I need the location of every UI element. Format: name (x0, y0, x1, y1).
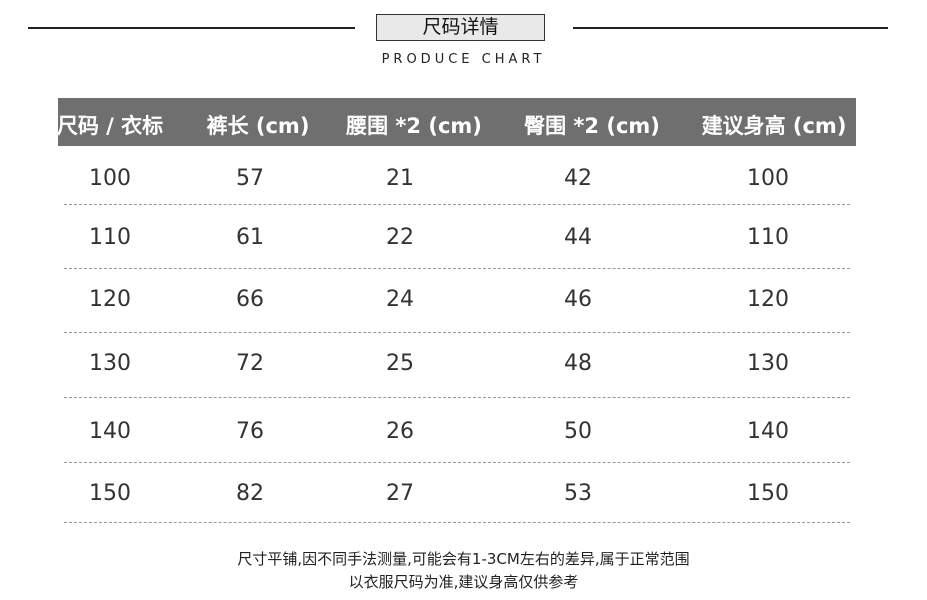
row-divider (64, 204, 850, 205)
table-cell: 26 (386, 419, 414, 444)
table-cell: 130 (89, 351, 131, 376)
table-cell: 25 (386, 351, 414, 376)
note-line-2: 以衣服尺码为准,建议身高仅供参考 (348, 573, 579, 591)
table-row: 130 72 25 48 130 (0, 351, 927, 381)
table-cell: 76 (236, 419, 264, 444)
row-divider (64, 332, 850, 333)
table-cell: 22 (386, 225, 414, 250)
title-divider-right (573, 27, 888, 29)
column-header: 尺码 / 衣标 (56, 114, 164, 138)
table-cell: 21 (386, 166, 414, 191)
row-divider (64, 462, 850, 463)
table-cell: 66 (236, 287, 264, 312)
table-cell: 46 (564, 287, 592, 312)
page-subtitle: PRODUCE CHART (381, 52, 546, 67)
table-row: 110 61 22 44 110 (0, 225, 927, 255)
page-title: 尺码详情 (376, 14, 545, 41)
column-header: 臀围 *2 (cm) (524, 114, 660, 138)
table-cell: 100 (89, 166, 131, 191)
table-cell: 72 (236, 351, 264, 376)
column-header: 建议身高 (cm) (701, 114, 847, 138)
title-divider-left (28, 27, 355, 29)
table-cell: 61 (236, 225, 264, 250)
column-header: 腰围 *2 (cm) (346, 114, 482, 138)
table-row: 150 82 27 53 150 (0, 481, 927, 511)
table-row: 120 66 24 46 120 (0, 287, 927, 317)
table-row: 100 57 21 42 100 (0, 166, 927, 196)
table-cell: 57 (236, 166, 264, 191)
row-divider (64, 268, 850, 269)
table-cell: 120 (89, 287, 131, 312)
table-cell: 130 (747, 351, 789, 376)
table-cell: 110 (747, 225, 789, 250)
table-cell: 48 (564, 351, 592, 376)
table-cell: 110 (89, 225, 131, 250)
table-cell: 24 (386, 287, 414, 312)
table-cell: 27 (386, 481, 414, 506)
table-cell: 140 (89, 419, 131, 444)
table-row: 140 76 26 50 140 (0, 419, 927, 449)
column-header: 裤长 (cm) (206, 114, 310, 138)
table-cell: 44 (564, 225, 592, 250)
table-cell: 150 (747, 481, 789, 506)
note-line-1: 尺寸平铺,因不同手法测量,可能会有1-3CM左右的差异,属于正常范围 (237, 550, 690, 568)
table-cell: 42 (564, 166, 592, 191)
table-header (58, 98, 856, 146)
table-cell: 53 (564, 481, 592, 506)
table-cell: 150 (89, 481, 131, 506)
row-divider (64, 397, 850, 398)
table-cell: 50 (564, 419, 592, 444)
table-cell: 100 (747, 166, 789, 191)
table-cell: 120 (747, 287, 789, 312)
table-cell: 82 (236, 481, 264, 506)
row-divider (64, 522, 850, 523)
table-cell: 140 (747, 419, 789, 444)
